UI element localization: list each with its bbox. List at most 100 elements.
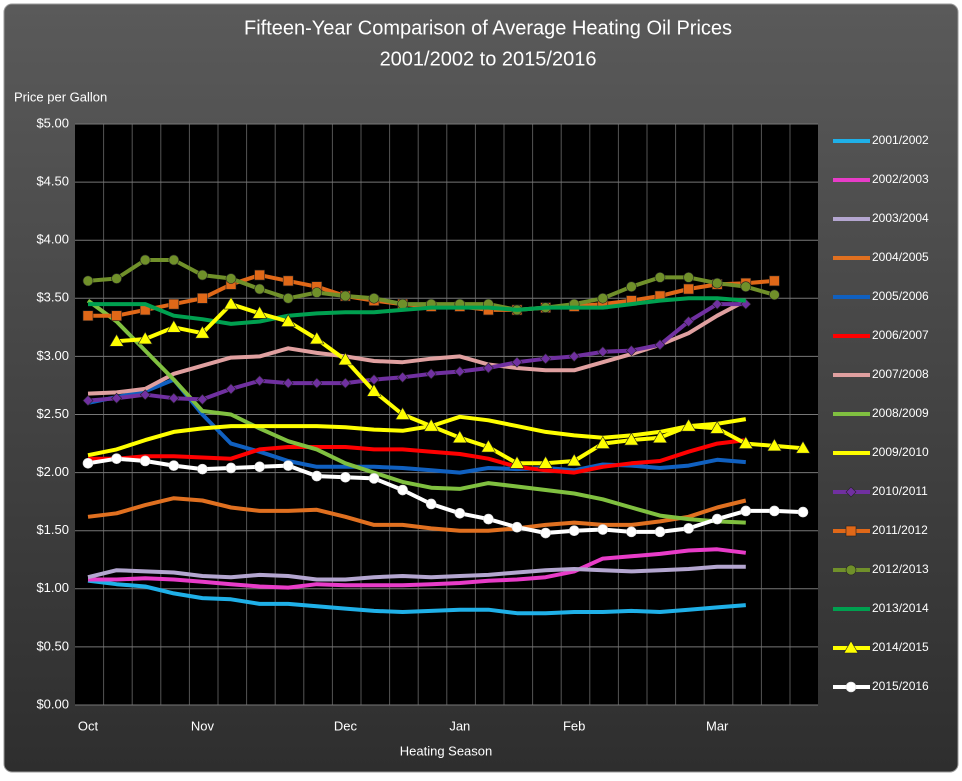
point	[111, 392, 123, 404]
point	[538, 455, 554, 469]
point	[483, 513, 494, 525]
x-tick-label: Mar	[706, 718, 729, 733]
point	[111, 453, 122, 464]
point	[168, 460, 180, 471]
point	[82, 275, 94, 287]
x-tick-label: Oct	[78, 718, 99, 733]
point	[339, 377, 351, 389]
line	[86, 298, 746, 525]
y-tick-label: $2.50	[36, 406, 69, 421]
point	[311, 377, 323, 389]
point	[282, 460, 294, 471]
point	[625, 345, 637, 357]
legend-label: 2015/2016	[872, 679, 929, 693]
point	[482, 362, 494, 374]
point	[683, 272, 694, 283]
point	[568, 350, 580, 362]
point	[82, 458, 94, 469]
series	[87, 564, 746, 582]
legend-label: 2009/2010	[872, 445, 929, 459]
point	[82, 395, 94, 406]
point	[654, 272, 666, 283]
point	[197, 292, 208, 304]
line	[87, 414, 747, 458]
point	[738, 435, 754, 449]
point	[197, 269, 208, 281]
x-tick-label: Nov	[191, 718, 215, 733]
point	[766, 438, 782, 452]
legend-marker	[845, 681, 857, 693]
point	[540, 353, 552, 365]
line	[88, 547, 747, 590]
point	[109, 333, 125, 347]
y-tick-label: $0.50	[36, 638, 69, 653]
series	[87, 578, 746, 616]
point	[797, 506, 809, 518]
point	[282, 275, 294, 287]
point	[597, 524, 609, 535]
legend-label: 2003/2004	[872, 211, 929, 225]
point	[740, 505, 752, 517]
series	[88, 547, 747, 590]
point	[225, 383, 237, 395]
point	[683, 316, 695, 327]
point	[454, 366, 466, 377]
point	[681, 418, 697, 432]
chart-title: Fifteen-Year Comparison of Average Heati…	[244, 17, 732, 39]
legend-marker	[843, 640, 859, 654]
point	[652, 430, 668, 444]
point	[225, 462, 237, 474]
series	[86, 298, 746, 525]
point	[137, 331, 153, 345]
line	[87, 496, 747, 533]
point	[340, 290, 351, 302]
line	[87, 578, 746, 616]
point	[139, 389, 151, 401]
point	[597, 292, 609, 304]
point	[282, 377, 294, 389]
line	[88, 296, 746, 326]
point	[769, 275, 780, 287]
point	[740, 281, 752, 292]
legend-label: 2013/2014	[872, 601, 929, 615]
point	[168, 392, 180, 404]
point	[395, 406, 411, 420]
point	[168, 254, 180, 266]
series-layer	[82, 254, 811, 616]
legend-marker	[845, 486, 857, 498]
line	[88, 438, 747, 475]
legend-label: 2012/2013	[872, 562, 929, 576]
point	[509, 455, 525, 469]
x-tick-label: Dec	[334, 718, 358, 733]
point	[111, 273, 122, 284]
y-tick-label: $1.00	[36, 580, 69, 595]
point	[223, 296, 239, 310]
series	[87, 298, 747, 396]
point	[166, 319, 182, 333]
legend-label: 2008/2009	[872, 406, 929, 420]
point	[337, 352, 353, 366]
point	[540, 527, 551, 539]
point	[568, 525, 580, 537]
y-axis-label: Price per Gallon	[14, 89, 107, 104]
legend: 2001/2002 2002/2003 2003/2004 2004/2005 2005…	[833, 133, 929, 693]
chart-subtitle: 2001/2002 to 2015/2016	[380, 48, 597, 70]
point	[711, 277, 723, 289]
point	[254, 283, 265, 295]
point	[683, 283, 694, 295]
series	[88, 438, 747, 475]
point	[82, 310, 94, 322]
legend-label: 2011/2012	[872, 523, 928, 537]
point	[111, 310, 122, 322]
point	[368, 473, 380, 484]
x-axis-label: Heating Season	[400, 743, 493, 758]
y-tick-label: $3.50	[36, 290, 69, 305]
point	[654, 339, 666, 351]
point	[311, 287, 323, 298]
point	[425, 368, 437, 380]
point	[397, 484, 408, 496]
legend-label: 2001/2002	[872, 133, 929, 147]
point	[194, 325, 210, 339]
point	[795, 440, 811, 454]
point	[626, 526, 637, 538]
